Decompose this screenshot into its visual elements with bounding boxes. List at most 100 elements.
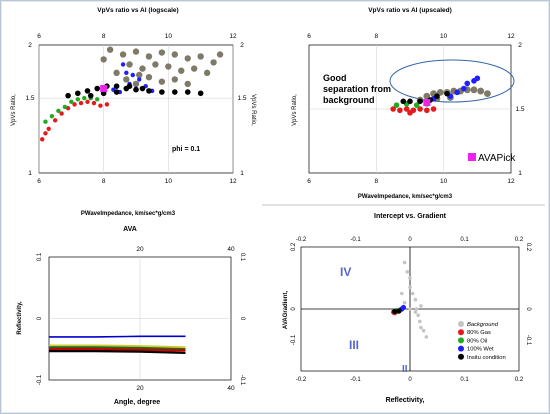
y-tick-label-right: 2 xyxy=(240,42,244,49)
wet-legend-label: 100% Wet xyxy=(467,347,494,353)
insitu-point xyxy=(65,92,71,99)
background-legend-marker xyxy=(458,321,464,327)
background-point xyxy=(414,307,419,311)
gas-point xyxy=(430,106,437,112)
insitu-point xyxy=(159,89,165,95)
background-point xyxy=(132,48,140,55)
y-tick-label-right: 0.2 xyxy=(525,243,531,252)
gas-point xyxy=(52,118,58,123)
oil-point xyxy=(95,97,100,102)
ava-ylabel: Reflectivity, xyxy=(17,301,23,335)
background-point xyxy=(408,307,412,311)
background-point xyxy=(408,276,412,280)
y-tick-label-right: -0.1 xyxy=(239,375,245,386)
insitu-point xyxy=(184,89,191,95)
wet-legend-marker xyxy=(458,345,464,352)
background-point xyxy=(126,61,133,68)
x-tick-label-top: 0.2 xyxy=(515,237,524,243)
x-tick-label-top: 12 xyxy=(229,33,237,40)
logscale-points xyxy=(40,46,224,142)
background-point xyxy=(136,71,143,79)
x-tick-label-top: 8 xyxy=(102,33,106,40)
wet-point xyxy=(137,77,142,82)
x-tick-label-bottom: -0.2 xyxy=(296,377,307,383)
y-tick-label-left: 0.1 xyxy=(37,252,43,261)
intercept-title: Intercept vs. Gradient xyxy=(374,213,447,220)
x-tick-label-bottom: 12 xyxy=(507,178,515,185)
x-tick-label-bottom: 10 xyxy=(165,178,173,185)
gas-point xyxy=(407,110,413,116)
x-tick-label-bottom: 8 xyxy=(102,178,106,185)
avapick-legend-swatch xyxy=(468,153,476,161)
upscaled-gridlines xyxy=(309,45,511,173)
separation-annotation: Good separation from background xyxy=(323,73,394,105)
panel-intercept: Intercept vs. Gradient -0.2 -0.2 -0.1 -0.1 0… xyxy=(283,213,531,404)
y-tick-label-left: 2 xyxy=(28,42,32,49)
background-point xyxy=(413,310,418,314)
background-point xyxy=(100,56,107,63)
insitu-point xyxy=(133,86,139,93)
background-point xyxy=(145,53,153,60)
background-point xyxy=(171,76,178,83)
background-point xyxy=(402,301,407,305)
quadrant-iii-label: III xyxy=(349,338,359,352)
gas-point xyxy=(46,126,51,132)
background-point xyxy=(210,59,217,66)
upscaled-ylabel: VpVs Ratio, xyxy=(292,94,298,126)
ava_red-series-line xyxy=(49,348,186,352)
panel-upscaled: VpVs ratio vs AI (upscaled) 668810101212… xyxy=(292,7,525,200)
gas-point xyxy=(397,107,403,114)
x-tick-label-bottom: 40 xyxy=(227,385,235,392)
x-tick-label-bottom: -0.1 xyxy=(350,377,361,383)
x-tick-label-bottom: 8 xyxy=(375,178,379,185)
background-point xyxy=(132,80,140,88)
wet-point xyxy=(400,304,407,311)
background-point xyxy=(216,51,224,58)
logscale-title: VpVs ratio vs AI (logscale) xyxy=(97,7,178,14)
background-point xyxy=(119,51,127,58)
background-point xyxy=(184,55,191,62)
gas-point xyxy=(40,137,45,142)
separation-ellipse xyxy=(389,59,515,103)
oil-legend-label: 80% Oil xyxy=(467,338,487,344)
insitu-point xyxy=(444,90,450,97)
oil-point xyxy=(49,114,55,119)
y-tick-label-left: 0.2 xyxy=(291,242,297,251)
insitu-point xyxy=(84,88,91,94)
quadrant-ii-label: II xyxy=(402,364,408,375)
gas-point xyxy=(59,111,64,116)
background-point xyxy=(197,53,204,60)
gas-point xyxy=(403,106,410,112)
background-point xyxy=(477,87,485,95)
gas-point xyxy=(417,106,423,112)
insitu-point xyxy=(146,88,152,94)
pick-marker xyxy=(100,85,108,93)
x-tick-label-top: 6 xyxy=(37,33,41,40)
background-point xyxy=(145,73,153,81)
annotation-line-1: Good xyxy=(323,73,347,83)
y-tick-label-left: -0.1 xyxy=(37,374,43,385)
background-legend-label: Background xyxy=(467,322,499,328)
y-tick-label-right: 1.5 xyxy=(515,106,524,113)
insitu-point xyxy=(172,89,178,95)
insitu-point xyxy=(94,85,100,92)
x-tick-label-top: -0.2 xyxy=(296,237,307,243)
intercept-points xyxy=(391,260,429,339)
background-point xyxy=(152,61,159,68)
background-point xyxy=(416,313,420,318)
upscaled-points xyxy=(390,75,491,116)
background-point xyxy=(405,270,410,274)
x-tick-label-top: 10 xyxy=(440,33,448,40)
pick-marker xyxy=(423,99,431,107)
background-point xyxy=(421,328,426,333)
insitu-point xyxy=(400,98,407,105)
wet-point xyxy=(124,70,129,76)
y-tick-label-right: 1.5 xyxy=(237,95,246,102)
insitu-point xyxy=(75,90,81,97)
background-point xyxy=(402,260,407,265)
intercept-legend: Background 80% Gas 80% Oil 100% Wet Insitu c… xyxy=(458,321,506,361)
background-point xyxy=(178,67,185,74)
background-point xyxy=(410,291,415,296)
gas-point xyxy=(390,106,396,112)
